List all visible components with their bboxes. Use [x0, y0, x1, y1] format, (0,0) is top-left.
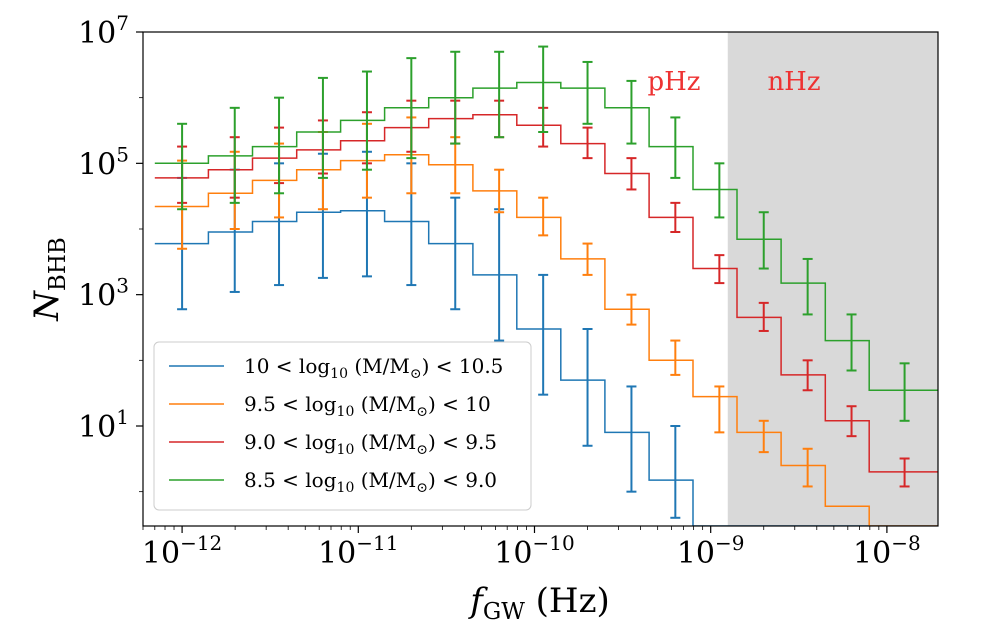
series-0-step-line: [154, 209, 938, 526]
series-3-errorbar-12: [714, 162, 725, 219]
series-2-step-line: [154, 113, 938, 473]
x-tick-label: 10−12: [142, 531, 222, 571]
legend-entry-0: 10 < log10 (M/M⊙) < 10.5: [169, 354, 503, 382]
annotation-nhz: nHz: [767, 67, 820, 97]
series-3: [154, 45, 938, 422]
series-3-errorbar-11: [670, 116, 681, 179]
axis-layer: 10−12 10−11 10−10 10−9 10−8 101 103 105 107: [78, 11, 921, 571]
series-3-errorbar-4: [361, 70, 372, 171]
legend-entry-1: 9.5 < log10 (M/M⊙) < 10: [169, 392, 491, 420]
y-tick-label: 101: [78, 405, 129, 445]
series-1-errorbar-10: [626, 293, 637, 326]
y-tick-label: 107: [78, 11, 129, 51]
series-3-errorbar-10: [626, 79, 637, 145]
legend-label: 10 < log10 (M/M⊙) < 10.5: [244, 354, 503, 382]
series-1-step-line: [154, 154, 938, 526]
y-tick-label: 105: [78, 142, 129, 182]
series-3-errorbar-13: [758, 211, 769, 270]
annotation-phz: pHz: [647, 67, 700, 97]
series-3-errorbar-3: [317, 76, 328, 179]
series-0-errorbar-8: [538, 273, 549, 396]
legend-label: 9.5 < log10 (M/M⊙) < 10: [244, 392, 491, 420]
series-1-errorbar-11: [670, 339, 681, 376]
legend-entry-2: 9.0 < log10 (M/M⊙) < 9.5: [169, 430, 497, 458]
series-1-errorbar-13: [758, 419, 769, 454]
series-3-errorbar-9: [582, 60, 593, 125]
series-2-errorbar-12: [714, 254, 725, 285]
series-1-errorbar-9: [582, 242, 593, 276]
series-3-errorbar-5: [406, 57, 417, 160]
series-3-step-line: [154, 81, 938, 392]
series-2-errorbar-11: [670, 201, 681, 234]
series-3-errorbar-2: [274, 96, 285, 195]
series-2-errorbar-14: [802, 359, 813, 392]
series-3-errorbar-15: [846, 313, 857, 372]
legend-box: [153, 341, 532, 511]
series-3-errorbar-16: [899, 362, 910, 422]
series-2-errorbar-16: [899, 457, 910, 488]
x-tick-label: 10−10: [494, 531, 574, 571]
series-3-errorbar-6: [450, 50, 461, 145]
legend-label: 9.0 < log10 (M/M⊙) < 9.5: [244, 430, 497, 458]
series-3-errorbar-7: [494, 50, 505, 139]
y-tick-label: 103: [78, 274, 129, 314]
series-2-errorbar-9: [582, 126, 593, 160]
series-2-errorbar-10: [626, 157, 637, 191]
legend-label: 8.5 < log10 (M/M⊙) < 9.0: [244, 468, 497, 496]
series-3-errorbar-1: [229, 106, 240, 204]
series-layer: [154, 45, 938, 526]
series-0-errorbar-6: [450, 196, 461, 311]
legend: 10 < log10 (M/M⊙) < 10.5 9.5 < log10 (M/M…: [153, 341, 532, 511]
x-tick-label: 10−8: [853, 531, 921, 571]
series-0-errorbar-11: [670, 424, 681, 519]
x-tick-label: 10−9: [677, 531, 745, 571]
legend-entry-3: 8.5 < log10 (M/M⊙) < 9.0: [169, 468, 497, 496]
y-axis-label: NBHB: [27, 237, 71, 322]
series-1-errorbar-14: [802, 447, 813, 488]
x-axis-label: fGW (Hz): [467, 581, 610, 625]
series-3-errorbar-8: [538, 45, 549, 134]
series-0-errorbar-9: [582, 328, 593, 447]
series-1-errorbar-12: [714, 385, 725, 434]
series-3-errorbar-14: [802, 257, 813, 316]
series-0-errorbar-10: [626, 385, 637, 493]
series-3-errorbar-0: [177, 122, 188, 211]
series-2-errorbar-15: [846, 405, 857, 438]
plot-frame: [142, 31, 939, 527]
x-tick-label: 10−11: [318, 531, 398, 571]
series-2-errorbar-13: [758, 301, 769, 332]
series-1-errorbar-8: [538, 196, 549, 237]
series-1-errorbar-7: [494, 168, 505, 214]
